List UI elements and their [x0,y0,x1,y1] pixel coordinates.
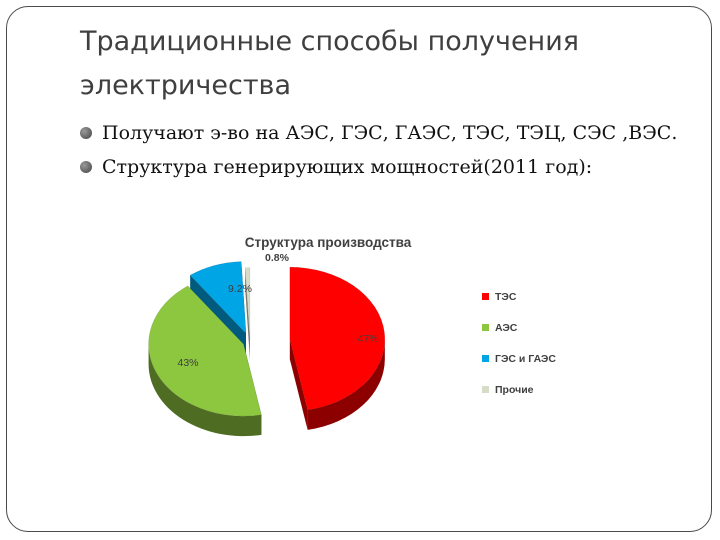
bullet-list: Получают э-во на АЭС, ГЭС, ГАЭС, ТЭС, ТЭ… [80,120,700,188]
slide-frame [6,6,712,532]
data-label-2: 9.2% [228,283,252,295]
legend-swatch-2 [482,355,489,362]
data-label-3: 0.8% [265,252,290,264]
chart-title: Структура производства [245,235,412,250]
pie-chart: Структура производства 47% 43% 9.2% 0.8% ТЭС… [80,224,600,474]
pie-slice-wall-0-1 [289,339,308,430]
bullet-dot-icon [80,161,92,173]
bullet-dot-icon [80,127,92,139]
pie-tops [148,261,386,417]
legend-swatch-3 [482,386,489,393]
pie-slice-wall-3-0 [245,267,250,360]
chart-canvas: Структура производства 47% 43% 9.2% 0.8% ТЭС… [148,235,556,437]
legend-label-1: АЭС [495,322,518,334]
data-label-0: 47% [357,333,378,345]
legend-swatch-1 [482,324,489,331]
slide-title: Традиционные способы получения электриче… [80,26,579,101]
bullet-item: Получают э-во на АЭС, ГЭС, ГАЭС, ТЭС, ТЭ… [80,120,700,146]
data-label-1: 43% [177,357,198,369]
legend-swatch-0 [482,293,489,300]
pie-slice-side-1 [148,344,262,437]
bullet-item: Структура генерирующих мощностей(2011 го… [80,154,700,180]
pie-slice-side-0 [307,339,385,430]
pie-slice-1 [148,285,262,417]
bullet-text: Структура генерирующих мощностей(2011 го… [102,156,593,178]
pie-slice-3 [244,267,251,340]
pie-slice-0 [289,266,386,411]
pie-slice-2 [189,261,247,335]
legend-label-3: Прочие [495,384,534,396]
bullet-text: Получают э-во на АЭС, ГЭС, ГАЭС, ТЭС, ТЭ… [102,122,678,144]
legend-label-2: ГЭС и ГАЭС [495,353,556,365]
legend-label-0: ТЭС [495,291,517,303]
